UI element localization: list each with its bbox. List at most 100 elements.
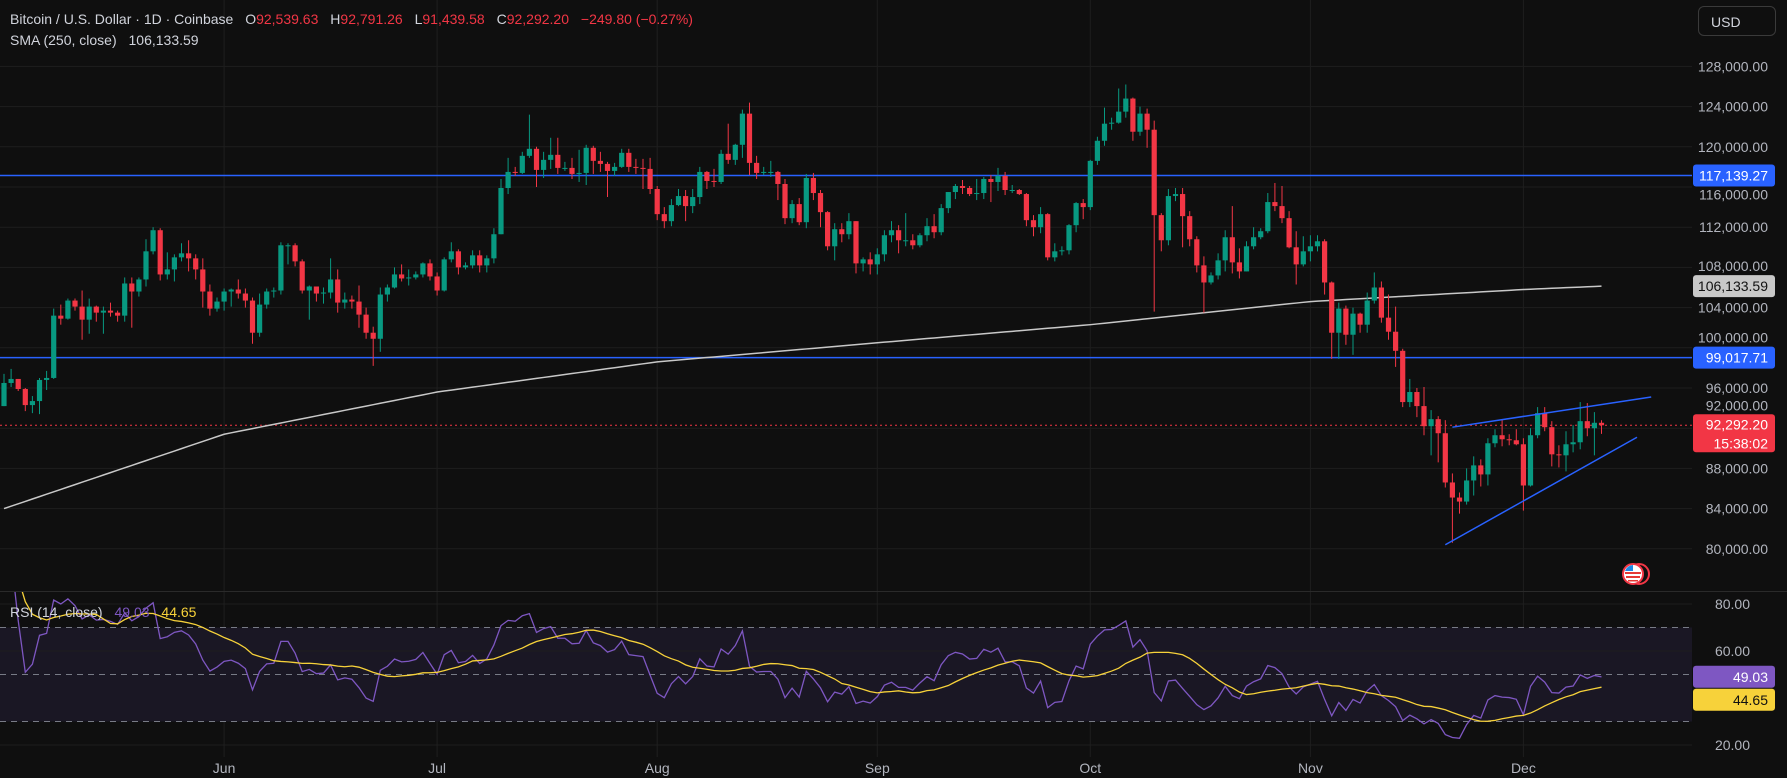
candle[interactable] (1222, 230, 1228, 272)
candle[interactable] (1243, 241, 1250, 272)
candle[interactable] (569, 157, 575, 179)
candle[interactable] (1158, 213, 1164, 252)
candle[interactable] (427, 259, 433, 281)
candle[interactable] (1087, 159, 1093, 211)
candle[interactable] (370, 326, 376, 366)
candle[interactable] (1563, 431, 1569, 472)
candle[interactable] (1471, 456, 1477, 496)
candle[interactable] (22, 388, 28, 412)
candle[interactable] (200, 258, 206, 308)
candle[interactable] (690, 189, 696, 214)
candle[interactable] (249, 297, 256, 344)
rsi-pane[interactable] (4, 557, 1602, 739)
candle[interactable] (1201, 256, 1207, 313)
candle[interactable] (718, 149, 724, 184)
candle[interactable] (1187, 211, 1193, 247)
candle[interactable] (1052, 243, 1058, 262)
price-axis[interactable]: 128,000.00 124,000.00 120,000.00 116,000.00… (1698, 58, 1768, 753)
candle[interactable] (633, 158, 639, 174)
candle[interactable] (313, 286, 319, 302)
candle[interactable] (825, 211, 831, 251)
trendline[interactable] (1444, 436, 1638, 546)
candle[interactable] (1499, 419, 1505, 447)
candle[interactable] (1371, 272, 1377, 304)
candle[interactable] (186, 240, 192, 272)
sma-legend[interactable]: SMA (250, close) 106,133.59 (10, 32, 199, 48)
candle[interactable] (789, 200, 795, 224)
candle[interactable] (924, 218, 930, 242)
candle[interactable] (1002, 171, 1008, 196)
candle[interactable] (1343, 305, 1349, 345)
candle[interactable] (129, 277, 135, 328)
candle[interactable] (917, 233, 923, 248)
candle[interactable] (1506, 434, 1512, 446)
candle[interactable] (974, 178, 980, 201)
candle[interactable] (15, 378, 21, 392)
candle[interactable] (881, 230, 887, 262)
candle[interactable] (477, 250, 483, 273)
candle[interactable] (903, 213, 909, 247)
candle[interactable] (1101, 107, 1108, 146)
candle[interactable] (1336, 302, 1342, 359)
time-axis[interactable]: Jun Jul Aug Sep Oct Nov Dec (213, 760, 1536, 776)
candle[interactable] (711, 168, 717, 187)
candle[interactable] (342, 292, 348, 309)
candle[interactable] (604, 161, 611, 198)
candle[interactable] (1577, 402, 1583, 450)
candle[interactable] (1165, 189, 1171, 246)
candle[interactable] (803, 173, 809, 229)
candle[interactable] (107, 302, 114, 317)
candle[interactable] (874, 248, 880, 275)
candle[interactable] (8, 368, 14, 387)
candle[interactable] (1478, 459, 1484, 487)
candle[interactable] (853, 221, 859, 274)
candle[interactable] (349, 295, 355, 309)
candle[interactable] (867, 252, 873, 275)
candle[interactable] (498, 178, 504, 235)
candle[interactable] (746, 102, 753, 175)
candle[interactable] (1442, 420, 1448, 488)
candle[interactable] (178, 243, 185, 262)
candle[interactable] (1549, 421, 1555, 467)
candle[interactable] (122, 277, 128, 322)
candle[interactable] (1, 373, 7, 407)
candle[interactable] (1378, 281, 1384, 323)
candle[interactable] (235, 279, 241, 299)
candle[interactable] (888, 221, 895, 243)
candle[interactable] (612, 162, 618, 176)
candle[interactable] (647, 157, 653, 195)
sma-line[interactable] (3, 285, 1602, 510)
candle[interactable] (619, 148, 625, 168)
candle[interactable] (1393, 306, 1399, 367)
rsi-line[interactable] (4, 557, 1602, 739)
candle[interactable] (761, 166, 767, 175)
candle[interactable] (384, 284, 390, 302)
candle[interactable] (1350, 307, 1356, 355)
candle[interactable] (832, 223, 838, 261)
candle[interactable] (221, 288, 227, 311)
candle[interactable] (1314, 235, 1321, 252)
candle[interactable] (526, 114, 532, 158)
candle[interactable] (533, 146, 540, 187)
candle[interactable] (555, 137, 561, 174)
candle[interactable] (171, 254, 177, 282)
candle[interactable] (377, 287, 383, 352)
candle[interactable] (683, 190, 689, 222)
candle[interactable] (86, 298, 92, 334)
candle[interactable] (1286, 211, 1292, 249)
candle[interactable] (1421, 386, 1427, 436)
candle[interactable] (1584, 403, 1590, 437)
candle[interactable] (1513, 429, 1519, 446)
candle[interactable] (193, 254, 199, 280)
candle[interactable] (1485, 438, 1491, 486)
candle[interactable] (896, 225, 902, 254)
candle[interactable] (1357, 312, 1363, 333)
candle[interactable] (860, 257, 866, 272)
candle[interactable] (697, 166, 703, 205)
candle[interactable] (356, 285, 362, 328)
candle[interactable] (541, 151, 547, 178)
candle[interactable] (846, 213, 852, 240)
candle[interactable] (640, 158, 646, 190)
candle[interactable] (938, 204, 944, 236)
candle[interactable] (1180, 188, 1186, 248)
